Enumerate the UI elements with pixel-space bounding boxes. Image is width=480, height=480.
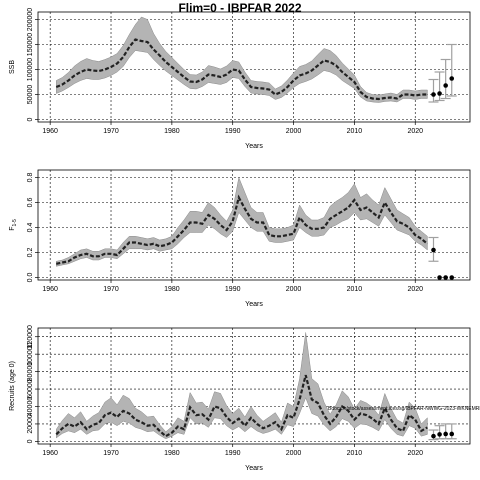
projection-point (431, 247, 436, 253)
median-line (55, 374, 428, 438)
plot-frame (37, 11, 471, 123)
x-tick-label: 2010 (347, 450, 363, 457)
y-tick-label: 80000 (27, 362, 34, 382)
x-tick-label: 1970 (103, 128, 119, 135)
plot-frame (37, 327, 471, 445)
confidence-band (56, 332, 428, 440)
x-tick-label: 1980 (164, 128, 180, 135)
x-tick-label: 1960 (42, 128, 58, 135)
y-tick-label: 0.6 (27, 198, 34, 208)
projection-point (443, 431, 448, 437)
y-tick-label: 0.8 (27, 173, 34, 183)
x-tick-label: 2020 (407, 286, 423, 293)
x-tick-label: 2000 (286, 286, 302, 293)
projection-point (431, 92, 436, 97)
y-axis-label: Recruits (age 0) (9, 361, 16, 411)
x-tick-label: 1990 (225, 128, 241, 135)
x-tick-label: 2000 (286, 450, 302, 457)
x-tick-label: 1960 (42, 450, 58, 457)
projection-point (437, 432, 442, 437)
y-tick-label: 50000 (27, 85, 34, 105)
y-tick-label: 60000 (27, 379, 34, 399)
x-axis-label: Years (245, 143, 263, 150)
y-tick-label: 40000 (27, 397, 34, 417)
projection-point (449, 431, 455, 437)
source-annotation: Bdocs.fr/stock/assessment.ices/sg/IBPFAR… (328, 406, 480, 412)
projection-point (443, 83, 448, 88)
y-tick-label: 150000 (27, 33, 34, 56)
projection-point (431, 433, 436, 439)
x-axis-label: Years (245, 465, 263, 472)
confidence-band (56, 16, 428, 103)
y-tick-label: 0.2 (27, 248, 34, 258)
projection-point (437, 91, 442, 96)
y-tick-label: 20000 (27, 414, 34, 434)
confidence-band (56, 176, 428, 267)
x-tick-label: 2010 (347, 128, 363, 135)
x-axis-label: Years (245, 301, 263, 308)
y-tick-label: 100000 (27, 342, 34, 365)
plot-frame (37, 169, 471, 281)
median-line (56, 194, 429, 265)
x-tick-label: 2000 (286, 128, 302, 135)
x-tick-label: 1990 (225, 286, 241, 293)
x-tick-label: 1970 (103, 286, 119, 293)
median-line (55, 38, 428, 101)
y-tick-label: 200000 (27, 8, 34, 31)
projection-point (449, 76, 455, 81)
ssb-panel: 1960 1970 1980 1990 2000 2010 2020 0 50000 100000… (9, 8, 471, 150)
y-axis-label: F1-5 (9, 219, 18, 231)
y-tick-label: 0.4 (27, 223, 34, 233)
x-tick-label: 1960 (42, 286, 58, 293)
x-tick-label: 2020 (407, 450, 423, 457)
recruits-panel: 1960 1970 1980 1990 2000 2010 2020 0 20000400006… (9, 325, 480, 472)
x-tick-label: 1980 (164, 286, 180, 293)
fishing-mortality-panel: 1960 1970 1980 1990 2000 2010 2020 0.0 0.2 0.4 0.6… (9, 169, 471, 308)
y-tick-label: 0 (27, 439, 34, 443)
figure-title: Flim=0 - IBPFAR 2022 (178, 1, 301, 15)
x-tick-label: 2020 (407, 128, 423, 135)
x-tick-label: 1990 (225, 450, 241, 457)
y-axis-label-subscript: 1-5 (12, 219, 18, 226)
y-tick-label: 0 (27, 117, 34, 121)
y-tick-label: 100000 (27, 58, 34, 81)
y-tick-label: 0.0 (27, 273, 34, 283)
x-tick-label: 2010 (347, 286, 363, 293)
x-tick-label: 1980 (164, 450, 180, 457)
y-tick-label: 120000 (27, 325, 34, 348)
projection-point (437, 275, 442, 280)
y-axis-label: SSB (9, 60, 16, 74)
projection-point (443, 275, 448, 280)
projection-point (449, 275, 455, 280)
x-tick-label: 1970 (103, 450, 119, 457)
